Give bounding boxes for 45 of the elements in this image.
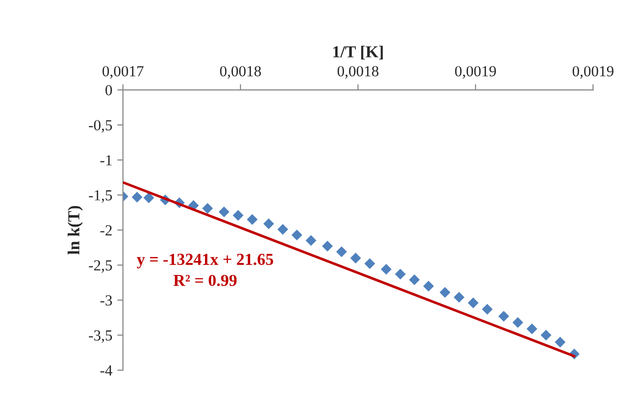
y-tick-label: -4 [100, 365, 112, 376]
x-tick-label: 0,0018 [220, 66, 261, 79]
point [218, 206, 230, 218]
x-tick-label: 0,0017 [102, 66, 144, 79]
point [322, 240, 333, 252]
point [468, 298, 479, 308]
point [132, 192, 142, 202]
y-tick-label: -2,5 [88, 260, 112, 273]
y-tick-label: -3,5 [88, 330, 112, 343]
point [232, 210, 244, 221]
annotation: y = -13241x + 21.65 [136, 254, 274, 268]
x-tick-label: 0,0019 [572, 66, 614, 79]
point [246, 214, 258, 225]
point [263, 218, 274, 230]
y-tick-label: -1 [100, 155, 112, 166]
x-tick-label: 0,0018 [338, 66, 378, 79]
point [364, 258, 376, 270]
point [423, 280, 434, 292]
point [454, 292, 464, 303]
point [409, 274, 420, 286]
point [306, 235, 316, 246]
point [482, 304, 493, 315]
point [440, 287, 450, 298]
y-tick-label: -3 [100, 295, 112, 306]
point [277, 224, 288, 235]
point [554, 336, 566, 348]
x-axis-title: 1/T [K] [333, 46, 383, 60]
point [512, 317, 524, 328]
point [336, 246, 347, 258]
y-tick-label: -0,5 [88, 120, 112, 133]
point [350, 252, 362, 264]
annotation: R² = 0.99 [173, 274, 237, 286]
point [143, 192, 154, 204]
y-tick-label: 0 [105, 85, 112, 96]
y-tick-label: -1,5 [88, 190, 112, 203]
y-tick-label: -2 [100, 225, 112, 236]
point [540, 330, 552, 341]
point [394, 268, 406, 280]
point [292, 230, 302, 240]
y-axis-title: ln k(T) [68, 206, 83, 254]
point [202, 202, 213, 214]
point [498, 310, 510, 322]
point [526, 323, 538, 334]
x-tick-label: 0,0019 [455, 66, 496, 79]
point [380, 264, 392, 275]
